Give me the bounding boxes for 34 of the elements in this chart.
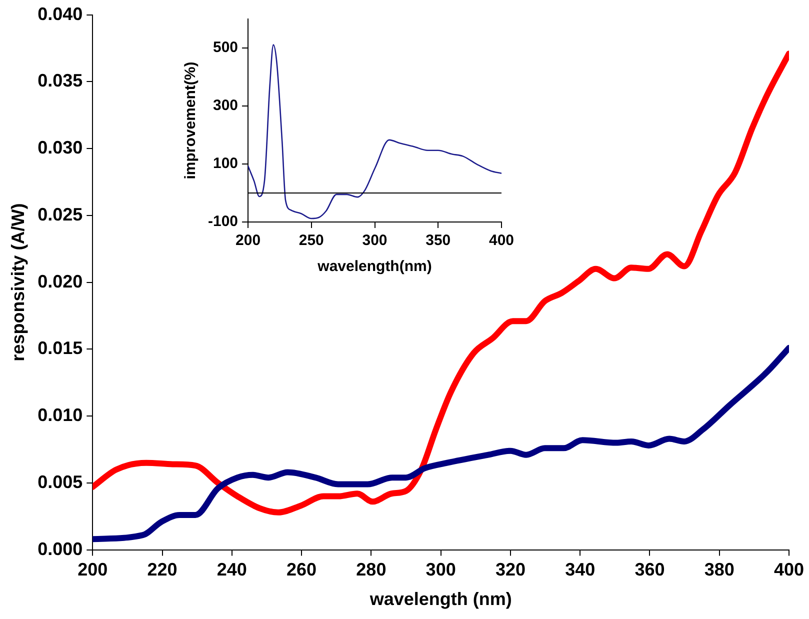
x-tick-label: 250	[298, 232, 324, 250]
x-tick-label: 220	[147, 560, 178, 580]
x-tick-label: 260	[286, 560, 317, 580]
x-axis-title: wavelength (nm)	[368, 589, 512, 610]
line-series	[248, 44, 502, 220]
y-tick-label: 0.000	[38, 538, 83, 559]
y-tick-label: 0.005	[38, 472, 83, 492]
x-tick-label: 360	[634, 560, 665, 580]
y-tick-label: 0.010	[38, 405, 83, 426]
x-tick-label: 400	[774, 560, 804, 580]
y-tick-label: -100	[208, 213, 238, 230]
x-tick-label: 400	[488, 232, 514, 250]
y-tick-label: 0.040	[38, 4, 83, 24]
y-tick-label: 0.015	[38, 338, 83, 358]
x-tick-label: 380	[704, 560, 734, 580]
x-tick-label: 240	[216, 560, 247, 580]
x-tick-label: 200	[236, 232, 261, 250]
x-tick-label: 300	[362, 232, 388, 250]
x-tick-label: 300	[426, 560, 456, 580]
y-tick-label: 0.030	[38, 138, 83, 158]
y-tick-label: 300	[212, 97, 238, 114]
x-tick-label: 200	[78, 560, 108, 580]
y-tick-label: 500	[212, 39, 238, 56]
y-tick-label: 0.025	[38, 204, 83, 224]
y-tick-label: 100	[212, 155, 238, 172]
x-tick-label: 320	[495, 560, 526, 580]
x-tick-label: 280	[356, 560, 386, 580]
y-tick-label: 0.020	[38, 271, 83, 292]
y-tick-label: 0.035	[38, 70, 83, 91]
x-tick-label: 350	[426, 232, 451, 250]
y-axis-title: improvement(%)	[182, 62, 200, 180]
x-axis-title: wavelength(nm)	[316, 258, 432, 276]
y-axis-title: responsivity (A/W)	[8, 203, 28, 362]
x-tick-label: 340	[565, 560, 596, 580]
